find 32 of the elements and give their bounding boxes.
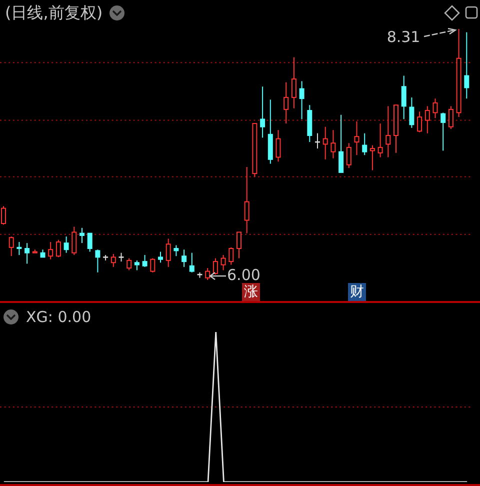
candlestick: [64, 236, 69, 254]
candlestick: [16, 241, 22, 256]
candlestick: [401, 75, 406, 120]
annotation: 8.31: [386, 28, 420, 46]
candlestick: [24, 242, 30, 264]
candlestick: [48, 241, 54, 260]
candlestick: [386, 106, 391, 158]
candlestick: [424, 106, 430, 134]
text: 财: [350, 284, 364, 300]
candlestick: [432, 98, 438, 119]
candlestick: [440, 112, 446, 152]
candlestick: [166, 238, 171, 268]
candlestick: [260, 86, 266, 138]
candlestick: [276, 130, 281, 162]
candlestick: [244, 166, 250, 234]
candlestick: [456, 29, 462, 118]
chart-title: (日线,前复权): [5, 3, 103, 23]
candlestick: [182, 249, 187, 268]
candlestick: [464, 32, 470, 100]
candlestick: [330, 130, 336, 159]
candlestick: [322, 126, 328, 160]
candlestick: [409, 96, 414, 128]
candlestick: [307, 104, 312, 143]
candlestick: [174, 244, 179, 257]
candlestick: [291, 56, 296, 109]
chart-title: XG: 0.00: [26, 308, 92, 326]
candlestick: [284, 82, 289, 124]
candlestick: [354, 120, 360, 156]
annotation: 6.00: [227, 266, 260, 284]
candlestick: [80, 227, 84, 244]
text: 涨: [244, 284, 258, 300]
candlestick: [299, 80, 304, 120]
